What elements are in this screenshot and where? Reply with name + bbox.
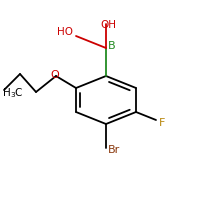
Text: Br: Br xyxy=(108,145,120,155)
Text: H: H xyxy=(3,88,11,98)
Text: HO: HO xyxy=(57,27,73,37)
Text: O: O xyxy=(51,70,59,80)
Text: C: C xyxy=(15,88,22,98)
Text: OH: OH xyxy=(100,20,116,30)
Text: F: F xyxy=(159,118,165,128)
Text: 3: 3 xyxy=(11,92,15,98)
Text: B: B xyxy=(108,41,116,51)
